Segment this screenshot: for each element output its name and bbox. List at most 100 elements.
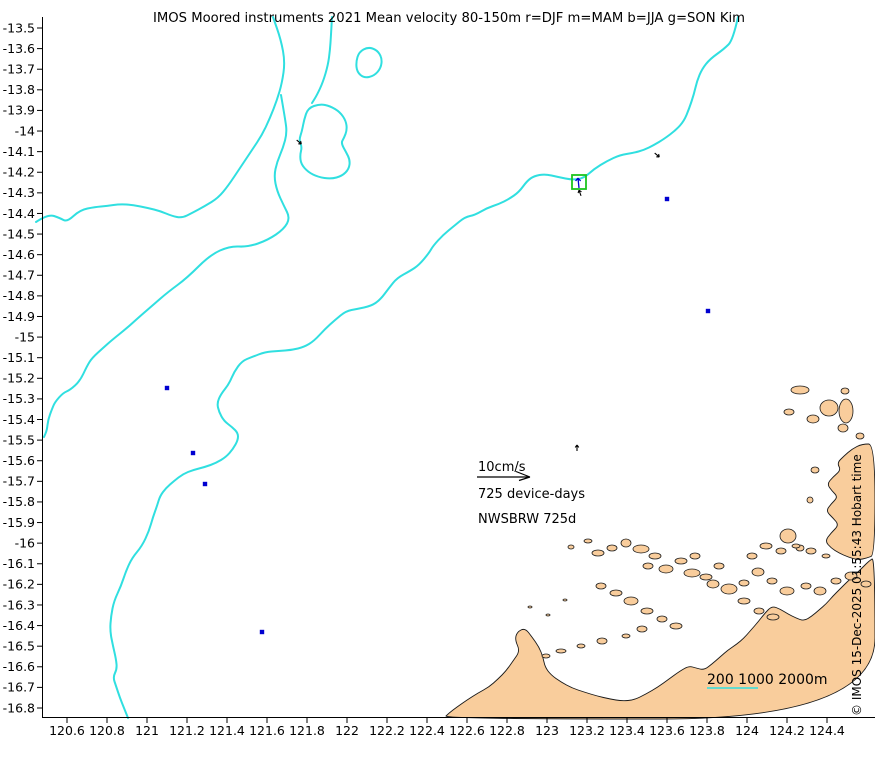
island bbox=[632, 544, 650, 554]
island bbox=[819, 399, 839, 417]
highlight-station-box bbox=[571, 174, 587, 190]
station-marker-blue bbox=[190, 450, 196, 456]
coast-upper-right bbox=[826, 443, 875, 560]
station-marker-layer bbox=[164, 139, 711, 635]
station-marker-blue bbox=[259, 629, 265, 635]
scale-arrow-10cms bbox=[477, 470, 531, 482]
y-tick-label: -13.6 bbox=[3, 41, 35, 56]
island bbox=[779, 586, 795, 596]
island bbox=[640, 607, 654, 615]
island bbox=[576, 643, 586, 649]
island bbox=[837, 423, 849, 433]
island bbox=[779, 528, 797, 544]
y-tick-label: -14.2 bbox=[3, 165, 35, 180]
island bbox=[855, 432, 865, 440]
y-tick-label: -14.9 bbox=[3, 309, 35, 324]
y-tick-label: -15.4 bbox=[3, 412, 35, 427]
island bbox=[683, 568, 701, 578]
island bbox=[555, 648, 567, 654]
y-tick-label: -14.8 bbox=[3, 288, 35, 303]
x-tick-label: 123.2 bbox=[569, 723, 605, 738]
island bbox=[562, 598, 568, 602]
x-tick-label: 123.6 bbox=[649, 723, 685, 738]
island bbox=[545, 613, 551, 617]
x-tick-label: 122.6 bbox=[449, 723, 485, 738]
island bbox=[805, 547, 817, 555]
y-tick-label: -16.2 bbox=[3, 577, 35, 592]
island bbox=[775, 547, 787, 555]
island bbox=[806, 414, 820, 424]
x-tick-label: 120.8 bbox=[89, 723, 125, 738]
island bbox=[648, 552, 662, 560]
island bbox=[583, 538, 593, 544]
island bbox=[720, 583, 738, 595]
x-tick-label: 124.4 bbox=[809, 723, 845, 738]
tiny-arrow bbox=[654, 152, 660, 158]
x-tick-label: 122 bbox=[335, 723, 359, 738]
tiny-arrow bbox=[577, 189, 582, 197]
attribution-text: © IMOS 15-Dec-2025 01:55:43 Hobart time bbox=[850, 454, 864, 716]
quiver-key-speed-label: 10cm/s bbox=[478, 460, 526, 475]
island bbox=[766, 613, 780, 621]
y-tick-label: -15.8 bbox=[3, 494, 35, 509]
x-tick-label: 120.6 bbox=[49, 723, 85, 738]
x-tick-label: 122.8 bbox=[489, 723, 525, 738]
y-tick-label: -14 bbox=[15, 123, 35, 138]
y-tick-label: -16 bbox=[15, 535, 35, 550]
island bbox=[800, 582, 812, 590]
axes-layer: -13.5 -13.6 -13.7 -13.8 -13.9 -14 -14.1 -14.2 -1… bbox=[3, 17, 875, 738]
x-tick-label: 122.4 bbox=[409, 723, 445, 738]
island bbox=[636, 625, 648, 633]
y-tick-label: -15.7 bbox=[3, 474, 35, 489]
y-tick-label: -13.5 bbox=[3, 20, 35, 35]
island bbox=[838, 398, 854, 424]
island bbox=[699, 573, 713, 581]
highlight-station-vector bbox=[575, 177, 582, 189]
island bbox=[689, 552, 701, 560]
isobath-2000m bbox=[35, 16, 286, 223]
y-tick-label: -15 bbox=[15, 329, 35, 344]
x-tick-label: 121.8 bbox=[289, 723, 325, 738]
island bbox=[759, 542, 773, 550]
x-tick-label: 123.8 bbox=[689, 723, 725, 738]
island bbox=[810, 466, 820, 474]
island bbox=[813, 586, 827, 596]
tiny-arrow bbox=[574, 444, 580, 451]
island bbox=[806, 496, 814, 504]
y-tick-label: -15.2 bbox=[3, 371, 35, 386]
quiver-key-device-days-label: 725 device-days bbox=[478, 487, 585, 502]
x-tick-label: 123.4 bbox=[609, 723, 645, 738]
tiny-arrow bbox=[296, 139, 302, 145]
island bbox=[656, 615, 668, 623]
island bbox=[746, 552, 758, 560]
station-marker-blue bbox=[164, 385, 170, 391]
y-tick-label: -16.3 bbox=[3, 597, 35, 612]
station-marker-blue bbox=[202, 481, 208, 487]
island bbox=[821, 553, 831, 559]
x-tick-label: 121.2 bbox=[169, 723, 205, 738]
y-tick-label: -16.1 bbox=[3, 556, 35, 571]
station-arrow-black bbox=[577, 189, 582, 197]
island bbox=[713, 562, 725, 570]
y-tick-label: -13.8 bbox=[3, 82, 35, 97]
y-tick-label: -16.5 bbox=[3, 638, 35, 653]
y-tick-label: -15.5 bbox=[3, 432, 35, 447]
island bbox=[706, 579, 720, 589]
island bbox=[738, 579, 750, 587]
y-tick-label: -16.7 bbox=[3, 680, 35, 695]
y-tick-label: -13.7 bbox=[3, 62, 35, 77]
island bbox=[609, 589, 623, 597]
island bbox=[591, 549, 605, 557]
mainland-kimberley bbox=[445, 558, 875, 720]
island bbox=[623, 596, 639, 606]
x-tick-label: 124.2 bbox=[769, 723, 805, 738]
x-tick-label: 121.6 bbox=[249, 723, 285, 738]
island bbox=[669, 622, 683, 630]
station-arrow-black bbox=[654, 152, 660, 158]
x-tick-label: 124 bbox=[735, 723, 759, 738]
y-tick-label: -14.7 bbox=[3, 268, 35, 283]
station-arrow-black bbox=[296, 139, 302, 145]
y-tick-label: -14.1 bbox=[3, 144, 35, 159]
